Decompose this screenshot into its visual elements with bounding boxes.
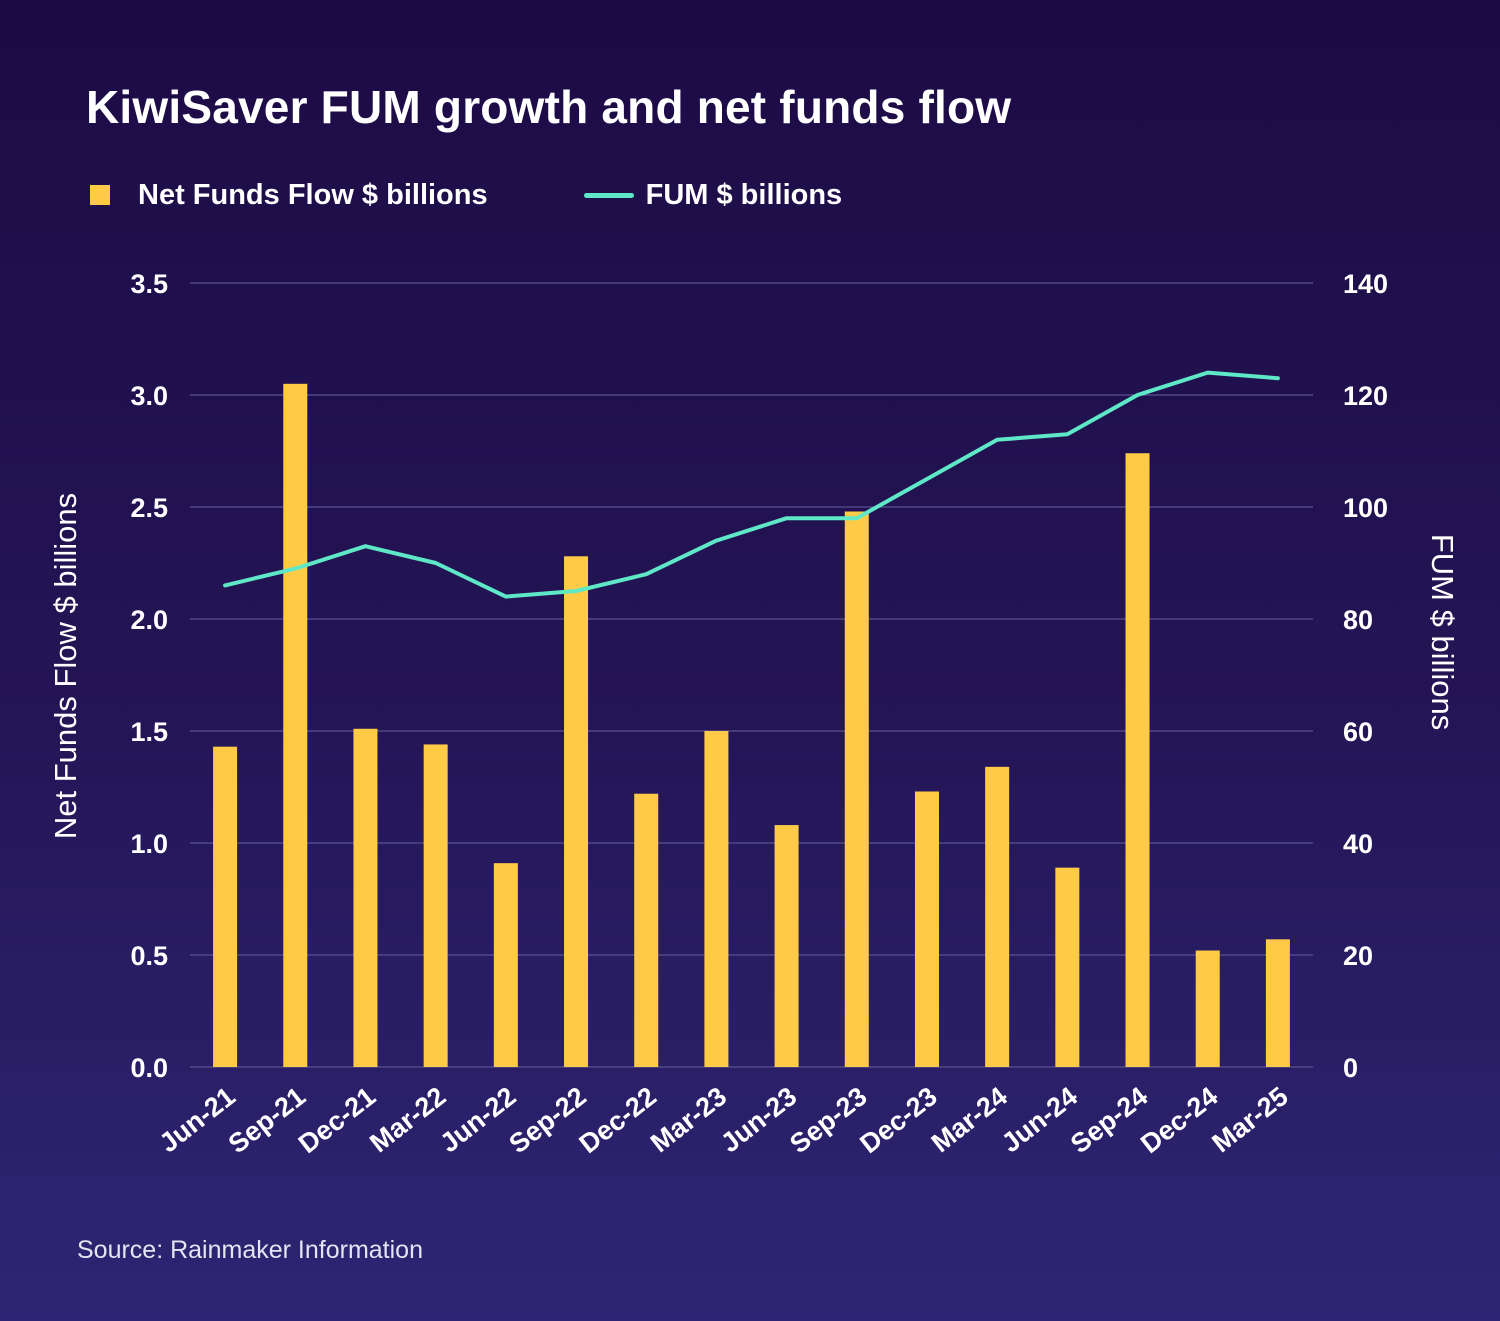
x-tick-label: Jun-23	[715, 1081, 802, 1158]
legend: Net Funds Flow $ billions FUM $ billions	[90, 175, 842, 215]
x-tick-label: Mar-23	[645, 1081, 732, 1158]
legend-item-net-funds-flow: Net Funds Flow $ billions	[90, 179, 488, 212]
left-tick-label: 0.0	[130, 1053, 168, 1083]
right-axis-ticks: 0 20 40 60 80 100 120 140	[1343, 269, 1388, 1083]
x-tick-label: Jun-22	[434, 1081, 521, 1158]
right-tick-label: 40	[1343, 829, 1373, 859]
x-axis-ticks: Jun-21Sep-21Dec-21Mar-22Jun-22Sep-22Dec-…	[154, 1081, 1294, 1159]
bar-sep-21	[283, 383, 308, 1067]
left-tick-label: 2.5	[130, 493, 168, 523]
x-tick-label: Sep-22	[503, 1081, 591, 1159]
right-tick-label: 120	[1343, 381, 1388, 411]
x-tick-label: Mar-24	[926, 1081, 1013, 1158]
bar-sep-24	[1125, 453, 1150, 1067]
bar-dec-24	[1195, 950, 1220, 1067]
bar-jun-21	[213, 746, 238, 1067]
bar-dec-21	[353, 728, 378, 1067]
x-tick-label: Dec-21	[293, 1081, 381, 1159]
source-note: Source: Rainmaker Information	[77, 1236, 423, 1264]
bar-jun-23	[774, 825, 799, 1067]
bar-jun-22	[493, 863, 518, 1067]
bar-sep-23	[844, 511, 869, 1068]
x-tick-label: Sep-21	[223, 1081, 311, 1159]
bar-mar-25	[1265, 939, 1290, 1067]
bar-dec-22	[634, 793, 659, 1067]
bars	[213, 383, 1290, 1068]
right-axis-label: FUM $ billions	[1425, 534, 1460, 730]
bar-dec-23	[914, 791, 939, 1067]
right-tick-label: 140	[1343, 269, 1388, 299]
right-tick-label: 60	[1343, 717, 1373, 747]
fum-line	[223, 370, 1280, 599]
x-tick-label: Jun-24	[996, 1081, 1083, 1158]
right-tick-label: 100	[1343, 493, 1388, 523]
fum-line-layer	[223, 370, 1280, 599]
x-tick-label: Dec-24	[1135, 1081, 1223, 1159]
x-tick-label: Sep-24	[1065, 1081, 1153, 1159]
left-tick-label: 3.5	[130, 269, 168, 299]
bar-sep-22	[564, 556, 589, 1067]
left-tick-label: 3.0	[130, 381, 168, 411]
left-axis-ticks: 0.0 0.5 1.0 1.5 2.0 2.5 3.0 3.5	[130, 269, 168, 1083]
x-tick-label: Dec-22	[574, 1081, 662, 1159]
x-tick-label: Dec-23	[854, 1081, 942, 1159]
legend-bar-label: Net Funds Flow $ billions	[138, 178, 488, 211]
right-tick-label: 0	[1343, 1053, 1358, 1083]
bar-mar-22	[423, 744, 448, 1067]
left-tick-label: 2.0	[130, 605, 168, 635]
legend-bar-swatch	[90, 185, 110, 205]
x-tick-label: Mar-22	[364, 1081, 451, 1158]
right-tick-label: 20	[1343, 941, 1373, 971]
bar-jun-24	[1055, 867, 1080, 1067]
right-tick-label: 80	[1343, 605, 1373, 635]
bar-mar-24	[985, 766, 1010, 1067]
chart-title: KiwiSaver FUM growth and net funds flow	[86, 81, 1012, 133]
x-tick-label: Mar-25	[1207, 1081, 1294, 1158]
x-tick-label: Sep-23	[784, 1081, 872, 1159]
bar-mar-23	[704, 731, 729, 1067]
legend-line-label: FUM $ billions	[645, 178, 843, 211]
left-tick-label: 1.0	[130, 829, 168, 859]
legend-item-fum: FUM $ billions	[583, 178, 843, 212]
x-tick-label: Jun-21	[154, 1081, 241, 1158]
left-tick-label: 0.5	[130, 941, 168, 971]
legend-line-swatch	[583, 192, 634, 198]
left-axis-label: Net Funds Flow $ billions	[48, 493, 83, 839]
left-tick-label: 1.5	[130, 717, 168, 747]
